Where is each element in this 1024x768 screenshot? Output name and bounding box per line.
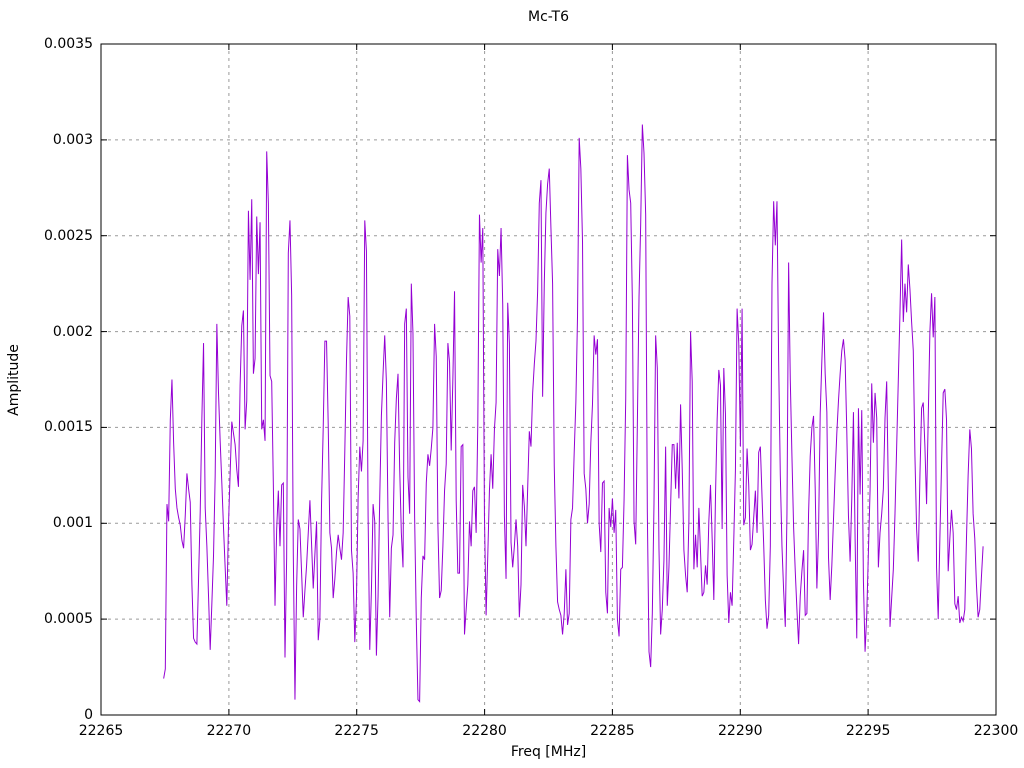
y-tick-label: 0.0035 <box>44 36 93 52</box>
x-tick-label: 22275 <box>334 723 379 739</box>
x-tick-label: 22265 <box>78 723 124 739</box>
y-tick-label: 0.002 <box>52 323 93 340</box>
x-tick-label: 22285 <box>590 723 635 739</box>
x-tick-label: 22270 <box>206 723 252 739</box>
x-tick-label: 22280 <box>462 723 507 739</box>
y-tick-label: 0.0015 <box>44 419 93 436</box>
chart-title: Mc-T6 <box>527 9 569 25</box>
y-tick-label: 0.0025 <box>44 227 93 244</box>
x-tick-label: 22290 <box>718 723 763 739</box>
x-axis-label: Freq [MHz] <box>510 744 587 760</box>
x-tick-label: 22300 <box>973 723 1019 739</box>
amplitude-trace <box>163 124 984 703</box>
y-tick-label: 0.001 <box>52 515 93 532</box>
y-tick-label: 0.0005 <box>44 611 93 628</box>
y-tick-label: 0.003 <box>52 131 93 148</box>
y-tick-label: 0 <box>84 707 93 723</box>
x-tick-label: 22295 <box>845 723 891 739</box>
y-axis-label: Amplitude <box>6 344 22 416</box>
